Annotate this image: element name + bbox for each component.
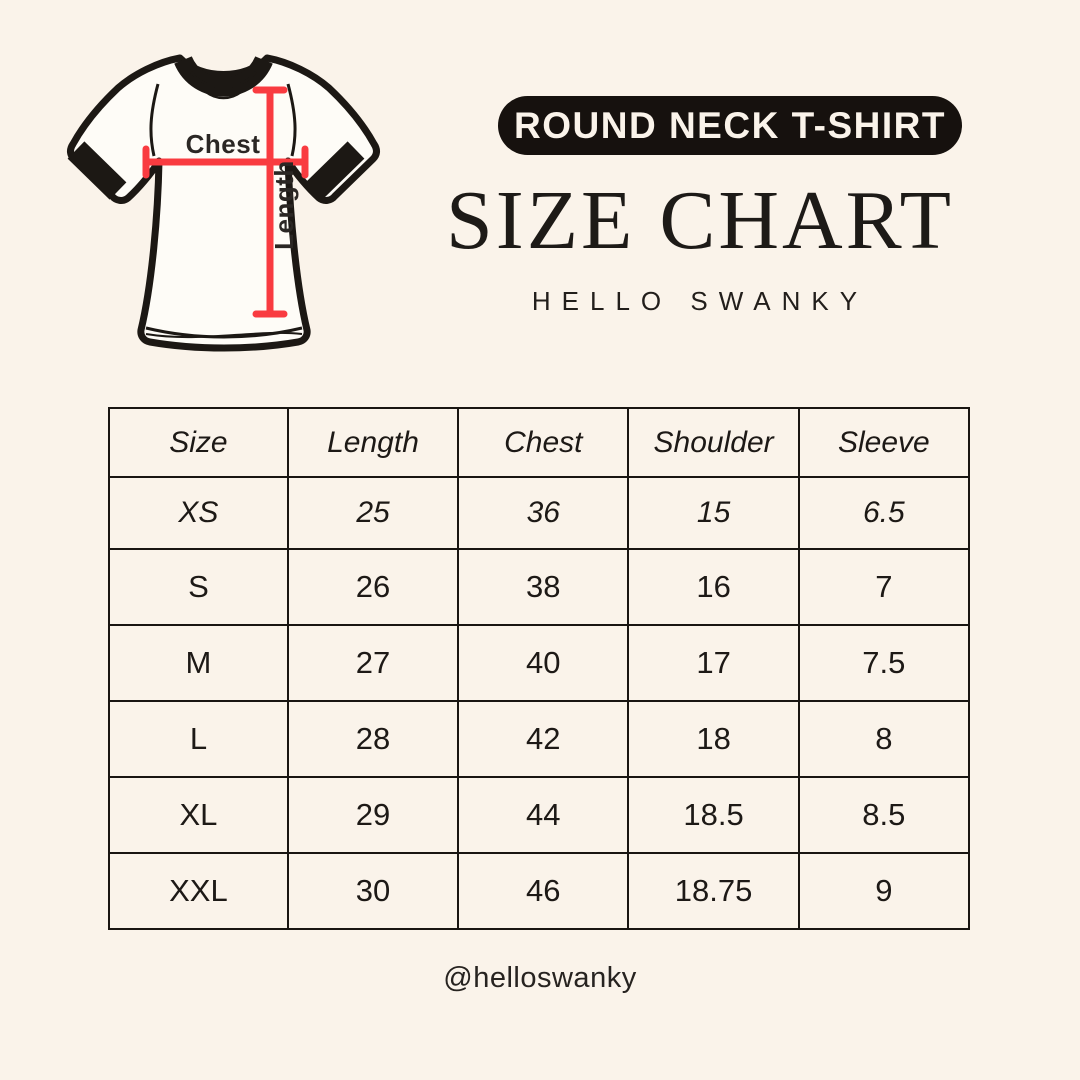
cell-size: XXL [108, 852, 289, 930]
tshirt-illustration: Chest Length [67, 54, 380, 352]
cell-length: 26 [286, 548, 460, 626]
cell-sleeve: 7 [797, 548, 971, 626]
product-type-badge-label: ROUND NECK T-SHIRT [514, 104, 946, 146]
cell-shoulder: 18.5 [627, 776, 800, 854]
cell-length: 25 [286, 476, 460, 550]
cell-length: 27 [286, 624, 460, 702]
page-title: SIZE CHART [446, 174, 954, 267]
right-fold-line [286, 83, 297, 157]
left-cuff-band [67, 141, 127, 200]
cell-chest: 38 [457, 548, 630, 626]
cell-chest: 46 [457, 852, 630, 930]
cell-length: 30 [286, 852, 460, 930]
cell-size: S [108, 548, 289, 626]
table-row-m: M 27 40 17 7.5 [108, 624, 971, 702]
cell-length: 29 [286, 776, 460, 854]
cell-size: XS [108, 476, 289, 550]
cell-sleeve: 6.5 [797, 476, 971, 550]
size-table: Size Length Chest Shoulder Sleeve XS 25 … [108, 407, 971, 930]
table-header-row: Size Length Chest Shoulder Sleeve [108, 407, 971, 478]
tshirt-body [67, 54, 380, 352]
cell-shoulder: 17 [627, 624, 800, 702]
header-cell-size: Size [108, 407, 289, 478]
footer-handle: @helloswanky [443, 962, 637, 994]
collar-inner-seam-2 [192, 73, 255, 100]
header-cell-length: Length [286, 407, 460, 478]
cell-size: M [108, 624, 289, 702]
right-cuff-band [305, 141, 365, 200]
cell-chest: 40 [457, 624, 630, 702]
chest-label: Chest [186, 129, 261, 159]
cell-shoulder: 18.75 [627, 852, 800, 930]
cell-sleeve: 8 [797, 700, 971, 778]
table-row-s: S 26 38 16 7 [108, 548, 971, 626]
cell-shoulder: 18 [627, 700, 800, 778]
left-fold-line [149, 83, 160, 157]
cell-chest: 42 [457, 700, 630, 778]
hem-seam-2 [145, 331, 303, 339]
table-row-xl: XL 29 44 18.5 8.5 [108, 776, 971, 854]
length-label: Length [269, 160, 299, 250]
cell-sleeve: 7.5 [797, 624, 971, 702]
cell-sleeve: 8.5 [797, 776, 971, 854]
table-row-xxl: XXL 30 46 18.75 9 [108, 852, 971, 930]
cell-chest: 36 [457, 476, 630, 550]
cell-shoulder: 16 [627, 548, 800, 626]
cell-shoulder: 15 [627, 476, 800, 550]
header-cell-sleeve: Sleeve [797, 407, 971, 478]
hem-seam [145, 326, 303, 339]
measurement-lines [142, 86, 309, 318]
cell-length: 28 [286, 700, 460, 778]
table-row-xs: XS 25 36 15 6.5 [108, 476, 971, 550]
tshirt-diagram: Chest Length [46, 34, 386, 360]
product-type-badge: ROUND NECK T-SHIRT [498, 96, 962, 155]
cell-sleeve: 9 [797, 852, 971, 930]
header-cell-shoulder: Shoulder [627, 407, 800, 478]
cell-chest: 44 [457, 776, 630, 854]
cell-size: XL [108, 776, 289, 854]
header-cell-chest: Chest [457, 407, 630, 478]
cell-size: L [108, 700, 289, 778]
table-row-l: L 28 42 18 8 [108, 700, 971, 778]
brand-subtitle: HELLO SWANKY [531, 286, 869, 316]
